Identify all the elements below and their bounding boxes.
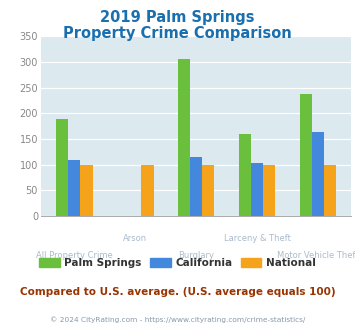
Bar <box>263 165 275 216</box>
Bar <box>312 132 324 216</box>
Text: Larceny & Theft: Larceny & Theft <box>224 234 290 243</box>
Bar <box>239 134 251 216</box>
Bar <box>141 165 153 216</box>
Bar <box>178 59 190 216</box>
Bar <box>202 165 214 216</box>
Text: Motor Vehicle Theft: Motor Vehicle Theft <box>277 251 355 260</box>
Bar <box>56 118 68 216</box>
Bar <box>324 165 336 216</box>
Bar <box>81 165 93 216</box>
Text: All Property Crime: All Property Crime <box>36 251 113 260</box>
Text: Property Crime Comparison: Property Crime Comparison <box>63 26 292 41</box>
Bar <box>251 163 263 216</box>
Text: Compared to U.S. average. (U.S. average equals 100): Compared to U.S. average. (U.S. average … <box>20 287 335 297</box>
Text: Arson: Arson <box>123 234 147 243</box>
Text: Burglary: Burglary <box>178 251 214 260</box>
Bar <box>190 157 202 216</box>
Bar <box>68 160 81 216</box>
Bar <box>300 94 312 216</box>
Text: 2019 Palm Springs: 2019 Palm Springs <box>100 10 255 25</box>
Legend: Palm Springs, California, National: Palm Springs, California, National <box>39 258 316 268</box>
Text: © 2024 CityRating.com - https://www.cityrating.com/crime-statistics/: © 2024 CityRating.com - https://www.city… <box>50 317 305 323</box>
